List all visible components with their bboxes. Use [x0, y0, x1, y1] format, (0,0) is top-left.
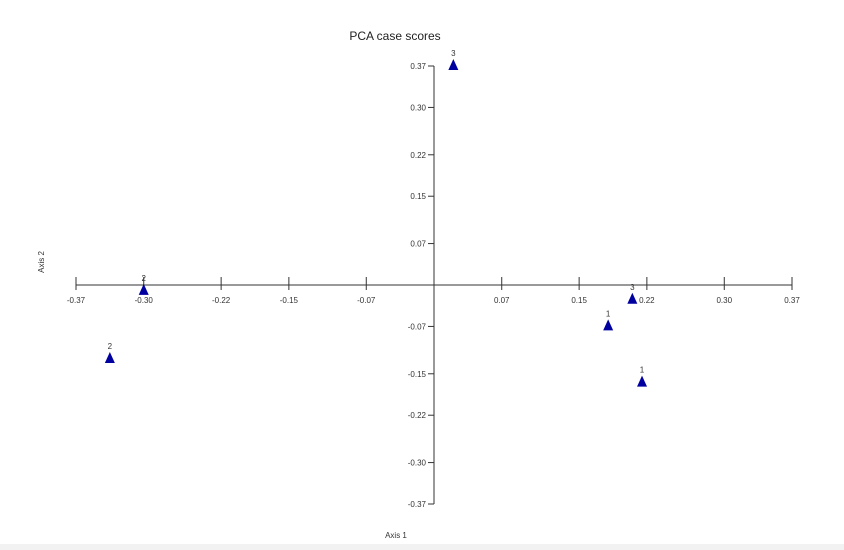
- y-axis-title: Axis 2: [37, 251, 46, 273]
- y-tick-label: 0.07: [410, 240, 426, 249]
- data-point-marker: [637, 375, 648, 387]
- data-point-label: 2: [142, 274, 147, 283]
- data-point-label: 1: [640, 366, 645, 375]
- y-tick-label: -0.07: [408, 322, 427, 331]
- y-tick-label: 0.22: [410, 151, 426, 160]
- y-tick-label: -0.37: [408, 500, 427, 509]
- x-tick-label: -0.22: [212, 296, 231, 305]
- x-tick-label: 0.07: [494, 296, 510, 305]
- x-tick-label: 0.22: [639, 296, 655, 305]
- y-axis-ticks: 0.37 0.30 0.22 0.15 0.07 -0.07 -0.15 -0.22 -0.30…: [408, 62, 434, 509]
- x-axis-title: Axis 1: [385, 531, 407, 540]
- data-point-marker: [627, 292, 638, 304]
- data-points: 3 2 2 1 3 1: [104, 49, 648, 387]
- y-tick-label: 0.15: [410, 192, 426, 201]
- data-point-marker: [603, 319, 614, 331]
- y-tick-label: -0.22: [408, 411, 427, 420]
- data-point-label: 1: [606, 309, 611, 318]
- x-axis-ticks: -0.37 -0.30 -0.22 -0.15 -0.07 0.07 0.15 0.22 0.3…: [67, 277, 800, 305]
- data-point-label: 3: [630, 283, 635, 292]
- x-tick-label: -0.30: [135, 296, 154, 305]
- y-tick-label: -0.15: [408, 370, 427, 379]
- y-tick-label: -0.30: [408, 459, 427, 468]
- data-point-label: 2: [108, 342, 113, 351]
- data-point-marker: [138, 283, 149, 295]
- data-point-marker: [448, 59, 459, 70]
- x-tick-label: 0.37: [784, 296, 800, 305]
- data-point-label: 3: [451, 49, 456, 58]
- x-tick-label: -0.37: [67, 296, 86, 305]
- x-tick-label: -0.15: [280, 296, 299, 305]
- chart-title: PCA case scores: [349, 29, 440, 43]
- x-tick-label: 0.15: [571, 296, 587, 305]
- data-point-marker: [104, 351, 115, 363]
- bottom-strip: [0, 544, 844, 550]
- y-tick-label: 0.37: [410, 62, 426, 71]
- x-tick-label: 0.30: [716, 296, 732, 305]
- x-tick-label: -0.07: [357, 296, 376, 305]
- y-tick-label: 0.30: [410, 103, 426, 112]
